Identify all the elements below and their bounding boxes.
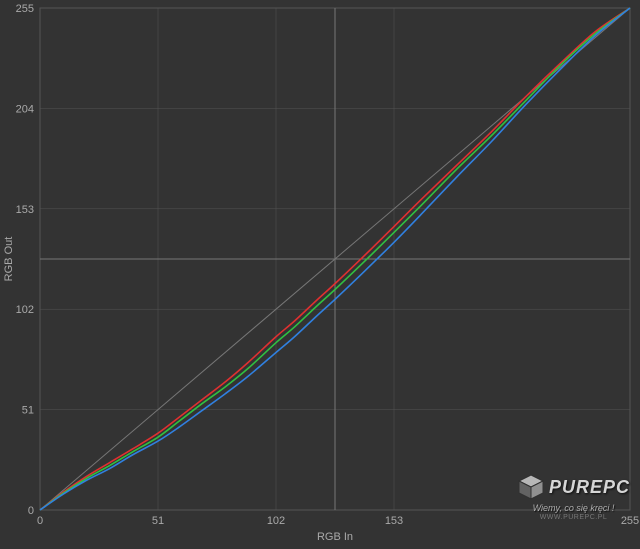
y-tick-label: 153 [16, 204, 34, 216]
x-tick-label: 255 [621, 515, 639, 527]
y-tick-label: 255 [16, 3, 34, 15]
y-tick-label: 51 [22, 405, 34, 417]
y-tick-label: 204 [16, 103, 34, 115]
rgb-curve-chart: 0 51 102 153 255 0 51 102 153 204 255 RGB In RGB Out [0, 0, 640, 549]
x-tick-label: 51 [152, 515, 164, 527]
x-tick-label: 153 [385, 515, 403, 527]
y-axis-label: RGB Out [3, 237, 15, 282]
x-tick-label: 0 [37, 515, 43, 527]
chart-svg: 0 51 102 153 255 0 51 102 153 204 255 RGB In RGB Out [0, 0, 640, 549]
y-tick-label: 0 [28, 505, 34, 517]
y-tick-label: 102 [16, 304, 34, 316]
x-tick-label: 102 [267, 515, 285, 527]
x-axis-label: RGB In [317, 531, 353, 543]
